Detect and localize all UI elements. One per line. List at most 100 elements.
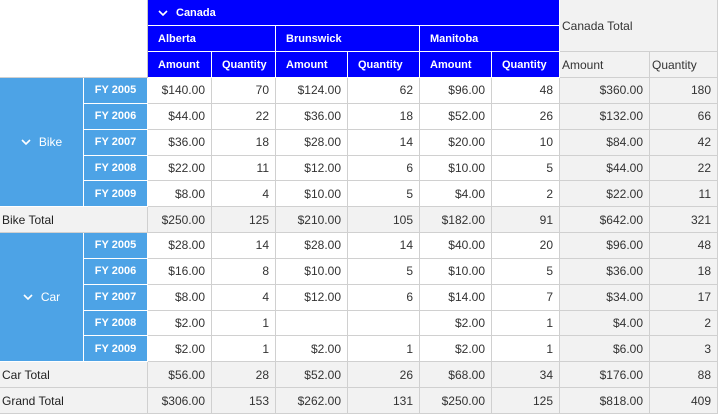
- total-cell[interactable]: $84.00: [560, 129, 650, 156]
- row-header-year[interactable]: FY 2007: [84, 284, 148, 311]
- value-cell[interactable]: $2.00: [148, 310, 212, 337]
- measure-header-amount[interactable]: Amount: [420, 52, 492, 78]
- total-cell[interactable]: $52.00: [276, 362, 348, 389]
- value-cell[interactable]: $28.00: [148, 233, 212, 259]
- grand-total-cell[interactable]: $306.00: [148, 388, 212, 414]
- value-cell[interactable]: 70: [212, 78, 276, 104]
- value-cell[interactable]: $16.00: [148, 258, 212, 285]
- row-header-year[interactable]: FY 2005: [84, 78, 148, 104]
- total-cell[interactable]: 105: [348, 207, 420, 234]
- total-cell[interactable]: 91: [492, 207, 560, 234]
- value-cell[interactable]: $2.00: [420, 310, 492, 337]
- column-header-canada-total[interactable]: Canada Total: [560, 0, 718, 52]
- value-cell[interactable]: $12.00: [276, 155, 348, 182]
- total-cell[interactable]: 66: [650, 103, 718, 130]
- column-header-manitoba[interactable]: Manitoba: [420, 26, 560, 52]
- grand-total-cell[interactable]: 125: [492, 388, 560, 414]
- value-cell[interactable]: $10.00: [420, 258, 492, 285]
- total-cell[interactable]: $360.00: [560, 78, 650, 104]
- total-cell[interactable]: $250.00: [148, 207, 212, 234]
- value-cell[interactable]: $44.00: [148, 103, 212, 130]
- value-cell[interactable]: 26: [492, 103, 560, 130]
- total-cell[interactable]: $132.00: [560, 103, 650, 130]
- value-cell[interactable]: $40.00: [420, 233, 492, 259]
- row-header-year[interactable]: FY 2006: [84, 258, 148, 285]
- grand-total-cell[interactable]: $818.00: [560, 388, 650, 414]
- grand-total-cell[interactable]: 131: [348, 388, 420, 414]
- value-cell[interactable]: $28.00: [276, 129, 348, 156]
- row-header-car[interactable]: Car: [0, 233, 84, 363]
- value-cell[interactable]: 4: [212, 181, 276, 208]
- total-cell[interactable]: 11: [650, 181, 718, 208]
- total-cell[interactable]: $56.00: [148, 362, 212, 389]
- value-cell[interactable]: $2.00: [148, 336, 212, 363]
- value-cell[interactable]: $4.00: [420, 181, 492, 208]
- row-header-year[interactable]: FY 2006: [84, 103, 148, 130]
- total-cell[interactable]: $4.00: [560, 310, 650, 337]
- value-cell[interactable]: $10.00: [276, 258, 348, 285]
- chevron-down-icon[interactable]: [23, 292, 33, 302]
- value-cell[interactable]: $28.00: [276, 233, 348, 259]
- value-cell[interactable]: 1: [212, 336, 276, 363]
- column-header-brunswick[interactable]: Brunswick: [276, 26, 420, 52]
- row-header-year[interactable]: FY 2009: [84, 336, 148, 363]
- value-cell[interactable]: 20: [492, 233, 560, 259]
- value-cell[interactable]: 6: [348, 155, 420, 182]
- value-cell[interactable]: $12.00: [276, 284, 348, 311]
- value-cell[interactable]: $96.00: [420, 78, 492, 104]
- value-cell[interactable]: 2: [492, 181, 560, 208]
- value-cell[interactable]: [348, 310, 420, 337]
- row-header-year[interactable]: FY 2007: [84, 129, 148, 156]
- value-cell[interactable]: 14: [212, 233, 276, 259]
- value-cell[interactable]: $124.00: [276, 78, 348, 104]
- measure-header-quantity[interactable]: Quantity: [348, 52, 420, 78]
- grand-total-cell[interactable]: $262.00: [276, 388, 348, 414]
- value-cell[interactable]: 18: [348, 103, 420, 130]
- total-cell[interactable]: $22.00: [560, 181, 650, 208]
- value-cell[interactable]: 11: [212, 155, 276, 182]
- row-header-year[interactable]: FY 2008: [84, 310, 148, 337]
- total-cell[interactable]: 88: [650, 362, 718, 389]
- value-cell[interactable]: $20.00: [420, 129, 492, 156]
- measure-header-quantity[interactable]: Quantity: [212, 52, 276, 78]
- value-cell[interactable]: 22: [212, 103, 276, 130]
- row-header-bike[interactable]: Bike: [0, 78, 84, 208]
- row-header-year[interactable]: FY 2005: [84, 233, 148, 259]
- value-cell[interactable]: 5: [492, 155, 560, 182]
- value-cell[interactable]: 5: [348, 258, 420, 285]
- value-cell[interactable]: 4: [212, 284, 276, 311]
- total-cell[interactable]: 321: [650, 207, 718, 234]
- value-cell[interactable]: 7: [492, 284, 560, 311]
- measure-header-amount[interactable]: Amount: [148, 52, 212, 78]
- total-cell[interactable]: $36.00: [560, 258, 650, 285]
- value-cell[interactable]: $2.00: [276, 336, 348, 363]
- total-cell[interactable]: 18: [650, 258, 718, 285]
- value-cell[interactable]: $8.00: [148, 284, 212, 311]
- total-cell[interactable]: $182.00: [420, 207, 492, 234]
- value-cell[interactable]: 10: [492, 129, 560, 156]
- value-cell[interactable]: 5: [492, 258, 560, 285]
- total-cell[interactable]: $68.00: [420, 362, 492, 389]
- column-header-alberta[interactable]: Alberta: [148, 26, 276, 52]
- value-cell[interactable]: $140.00: [148, 78, 212, 104]
- total-cell[interactable]: 17: [650, 284, 718, 311]
- value-cell[interactable]: 1: [492, 310, 560, 337]
- value-cell[interactable]: 1: [212, 310, 276, 337]
- total-cell[interactable]: 28: [212, 362, 276, 389]
- column-header-canada[interactable]: Canada: [148, 0, 560, 26]
- total-cell[interactable]: $44.00: [560, 155, 650, 182]
- total-cell[interactable]: $96.00: [560, 233, 650, 259]
- total-cell[interactable]: 48: [650, 233, 718, 259]
- measure-header-amount[interactable]: Amount: [560, 52, 650, 78]
- grand-total-row[interactable]: Grand Total: [0, 388, 148, 414]
- row-header-year[interactable]: FY 2009: [84, 181, 148, 208]
- row-total-bike[interactable]: Bike Total: [0, 207, 148, 234]
- total-cell[interactable]: $6.00: [560, 336, 650, 363]
- total-cell[interactable]: $34.00: [560, 284, 650, 311]
- value-cell[interactable]: 14: [348, 233, 420, 259]
- total-cell[interactable]: 2: [650, 310, 718, 337]
- value-cell[interactable]: 5: [348, 181, 420, 208]
- total-cell[interactable]: $642.00: [560, 207, 650, 234]
- grand-total-cell[interactable]: $250.00: [420, 388, 492, 414]
- value-cell[interactable]: [276, 310, 348, 337]
